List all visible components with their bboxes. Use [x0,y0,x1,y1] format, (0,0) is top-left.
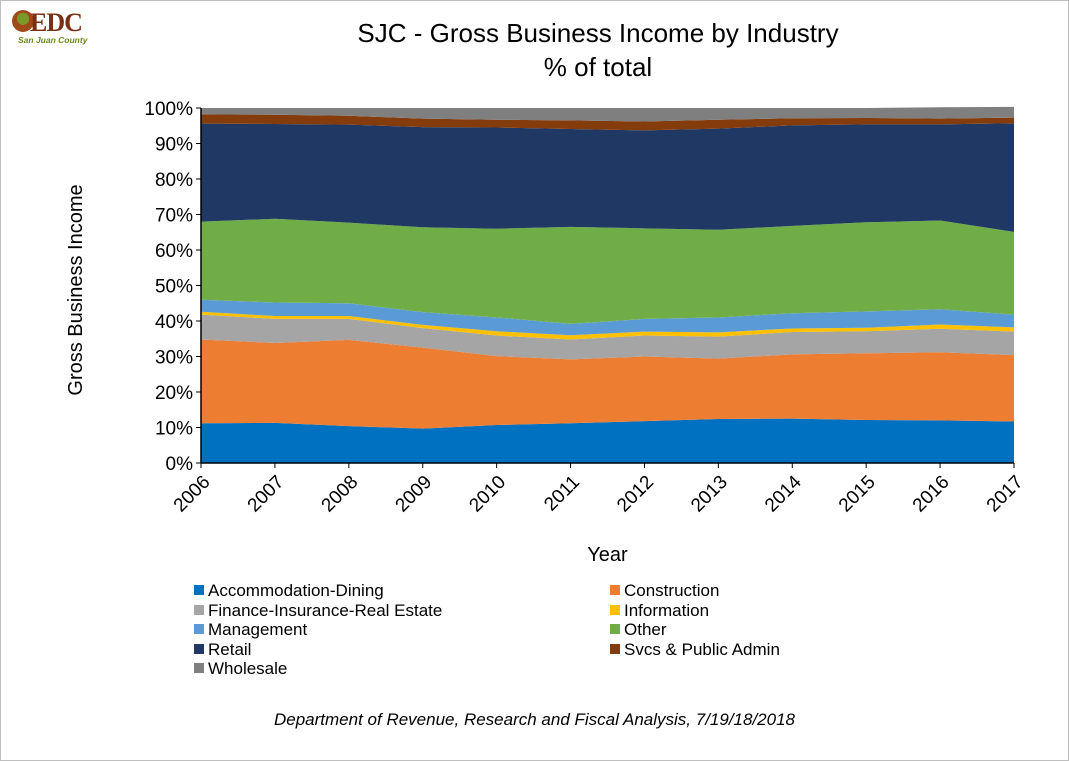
legend-swatch [194,604,204,615]
legend-swatch [194,663,204,673]
x-tick-label: 2011 [540,472,584,516]
y-tick-label: 70% [155,206,193,227]
area-series-svcs-public-admin [201,114,1014,131]
y-axis-label: Gross Business Income [65,184,87,395]
legend-swatch [610,643,620,654]
chart-title: SJC - Gross Business Income by Industry [357,18,839,48]
x-tick-label: 2008 [318,472,363,517]
y-tick-label: 10% [155,419,193,440]
legend-swatch [194,624,204,634]
area-series-information [201,311,1014,340]
legend-swatch [194,643,204,654]
y-tick-label: 40% [155,312,193,333]
legend-label: Finance-Insurance-Real Estate [208,600,443,620]
y-tick-label: 30% [155,348,193,369]
chart-subtitle: % of total [543,52,653,82]
legend-swatch [194,585,204,595]
x-axis-label: Year [587,544,628,566]
area-series-retail [201,123,1014,232]
area-series-other [201,218,1014,324]
legend-label: Accommodation-Dining [208,581,384,600]
y-tick-label: 0% [166,454,194,475]
y-tick-label: 90% [155,135,193,156]
logo-mark-icon [12,10,34,32]
area-series-accommodation-dining [201,418,1014,463]
source-footnote: Department of Revenue, Research and Fisc… [274,710,795,729]
area-series-wholesale [201,106,1014,122]
x-tick-label: 2015 [835,472,880,517]
legend-label: Information [624,600,710,620]
x-tick-label: 2010 [465,472,510,517]
legend-label: Management [208,620,308,639]
legend-label: Retail [208,639,252,659]
edc-logo: EDC San Juan County [12,8,102,48]
x-tick-label: 2016 [909,472,954,517]
legend-label: Other [624,620,667,639]
area-series-management [201,299,1014,336]
area-series-finance-insurance-real-estate [201,314,1014,360]
x-tick-label: 2009 [392,472,437,517]
area-series-construction [201,339,1014,429]
legend-label: Svcs & Public Admin [624,639,780,659]
y-tick-label: 100% [144,99,193,120]
logo-subtext: San Juan County [18,35,88,45]
x-tick-label: 2014 [761,471,806,516]
x-tick-label: 2012 [613,472,658,517]
legend-label: Construction [624,581,720,600]
x-tick-label: 2006 [170,472,215,517]
y-tick-label: 50% [155,277,193,298]
x-tick-label: 2017 [983,472,1028,517]
x-tick-label: 2013 [687,472,732,517]
y-tick-label: 80% [155,170,193,191]
legend-label: Wholesale [208,659,288,678]
legend-swatch [610,604,620,615]
y-tick-label: 20% [155,383,193,404]
y-tick-label: 60% [155,241,193,262]
legend-swatch [610,624,620,634]
legend-swatch [610,585,620,595]
x-tick-label: 2007 [244,472,289,517]
logo-text: EDC [30,8,83,37]
